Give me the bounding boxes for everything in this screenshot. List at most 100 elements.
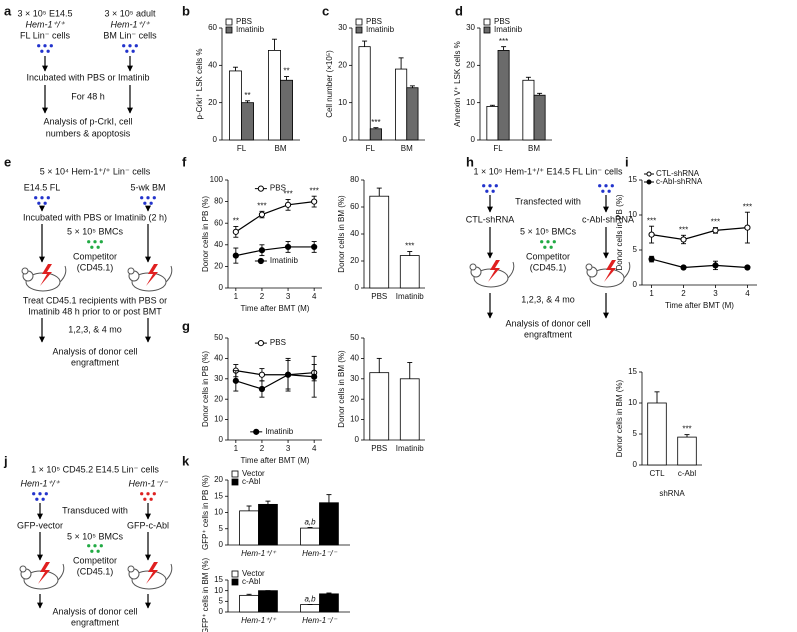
- x-tick-label: BM: [275, 144, 287, 153]
- annotation: ***: [283, 190, 292, 199]
- legend-label: Imatinib: [236, 25, 265, 34]
- annotation: a,b: [304, 595, 316, 604]
- point: [680, 236, 687, 243]
- legend-label: CTL-shRNA: [656, 169, 700, 178]
- point: [680, 264, 687, 271]
- diagram-text: 1 × 10⁵ CD45.2 E14.5 Lin⁻ cells: [31, 464, 159, 474]
- bar: [258, 503, 278, 546]
- y-tick-label: 10: [350, 415, 359, 424]
- y-tick-label: 10: [214, 415, 223, 424]
- x-tick-label: Hem-1⁻/⁻: [302, 616, 337, 625]
- y-axis-label: GFP⁺ cells in BM (%): [201, 558, 210, 632]
- diagram-text: Transduced with: [62, 505, 128, 515]
- annotation: **: [233, 217, 239, 226]
- y-tick-label: 60: [350, 202, 359, 211]
- y-tick-label: 50: [214, 333, 223, 342]
- diagram-text: 1,2,3, & 4 mo: [521, 294, 575, 304]
- legend-label: c-Abl: [242, 477, 260, 486]
- y-tick-label: 20: [208, 98, 217, 107]
- annotation: **: [244, 91, 250, 100]
- y-axis-label: Donor cells in PB (%): [201, 196, 210, 272]
- point: [648, 256, 655, 263]
- panel-label: a: [4, 3, 12, 18]
- bar: [369, 372, 390, 441]
- y-tick-label: 20: [350, 256, 359, 265]
- legend-swatch: [483, 26, 491, 34]
- point: [232, 252, 239, 259]
- bar: [369, 128, 382, 141]
- diagram-text: Analysis of donor cell: [505, 318, 590, 328]
- bar: [522, 79, 535, 141]
- y-tick-label: 5: [219, 524, 224, 533]
- y-tick-label: 10: [628, 398, 637, 407]
- diagram-text: BM Lin⁻ cells: [103, 30, 157, 40]
- legend-label: PBS: [366, 17, 382, 26]
- x-tick-label: 3: [286, 444, 291, 453]
- y-axis-label: GFP⁺ cells in PB (%): [201, 475, 210, 550]
- diagram-text: 5-wk BM: [130, 182, 165, 192]
- mouse-icon: [127, 561, 173, 590]
- bar: [241, 102, 254, 141]
- panel-label: j: [3, 453, 8, 468]
- legend-swatch: [355, 26, 363, 34]
- diagram-text: Competitor: [526, 251, 570, 261]
- chart: 0 5 10 15 Donor cells in BM (%) shRNA CTL c-Abl…: [615, 367, 702, 498]
- diagram-text: (CD45.1): [530, 262, 567, 272]
- y-tick-label: 0: [633, 460, 638, 469]
- y-tick-label: 40: [350, 354, 359, 363]
- y-tick-label: 10: [466, 98, 475, 107]
- line: [651, 258, 748, 269]
- annotation: ***: [679, 225, 688, 234]
- bar: [677, 436, 697, 466]
- bar: [319, 502, 339, 546]
- x-tick-label: Imatinib: [396, 292, 425, 301]
- diagram-text: engraftment: [524, 329, 573, 339]
- legend-swatch: [231, 478, 239, 486]
- line: [235, 374, 315, 390]
- y-tick-label: 0: [633, 280, 638, 289]
- diagram-text: GFP-c-Abl: [127, 520, 169, 530]
- y-tick-label: 0: [219, 283, 224, 292]
- legend-marker: [257, 257, 264, 265]
- x-tick-label: 1: [234, 444, 239, 453]
- panel-label: b: [182, 3, 190, 18]
- diagram-e: e 5 × 10⁴ Hem-1⁺/⁺ Lin⁻ cells E14.5 FL 5…: [4, 154, 173, 367]
- diagram-text: Hem-1⁺/⁺: [110, 19, 150, 29]
- cells-icon: [122, 44, 138, 53]
- x-tick-label: CTL: [649, 469, 665, 478]
- y-tick-label: 0: [355, 283, 360, 292]
- legend-label: Imatinib: [366, 25, 395, 34]
- legend-label: Imatinib: [494, 25, 523, 34]
- y-tick-label: 40: [208, 60, 217, 69]
- legend-label: Imatinib: [270, 256, 299, 265]
- y-tick-label: 20: [214, 475, 223, 484]
- diagram-text: engraftment: [71, 357, 120, 367]
- cells-icon: [37, 44, 53, 53]
- diagram-text: c-Abl-shRNA: [582, 214, 634, 224]
- bar: [395, 68, 408, 141]
- y-tick-label: 0: [219, 540, 224, 549]
- y-tick-label: 0: [219, 435, 224, 444]
- mouse-icon: [127, 263, 173, 292]
- y-tick-label: 15: [214, 491, 223, 500]
- diagram-text: Treat CD45.1 recipients with PBS or: [23, 295, 167, 305]
- cells-icon: [540, 240, 556, 249]
- point: [744, 224, 751, 231]
- legend-label: PBS: [270, 338, 286, 347]
- annotation: **: [283, 67, 289, 76]
- y-tick-label: 5: [633, 245, 638, 254]
- point: [258, 247, 266, 254]
- point: [311, 373, 318, 380]
- y-tick-label: 10: [628, 210, 637, 219]
- point: [311, 198, 318, 205]
- x-tick-label: FL: [493, 144, 503, 153]
- y-tick-label: 15: [214, 575, 223, 584]
- chart: 0 510 15 GFP⁺ cells in BM (%) Hem-1⁺/⁺ Hem-1⁻…: [201, 558, 350, 632]
- x-tick-label: BM: [401, 144, 413, 153]
- diagram-text: engraftment: [71, 617, 120, 627]
- x-tick-label: FL: [237, 144, 247, 153]
- y-tick-label: 80: [214, 197, 223, 206]
- chart: 0 10 20 30 40 50 Donor cells in BM (%) PBS Imati…: [337, 333, 425, 453]
- diagram-text: Incubated with PBS or Imatinib: [26, 72, 149, 82]
- diagram-text: Hem-1⁺/⁺: [20, 478, 60, 488]
